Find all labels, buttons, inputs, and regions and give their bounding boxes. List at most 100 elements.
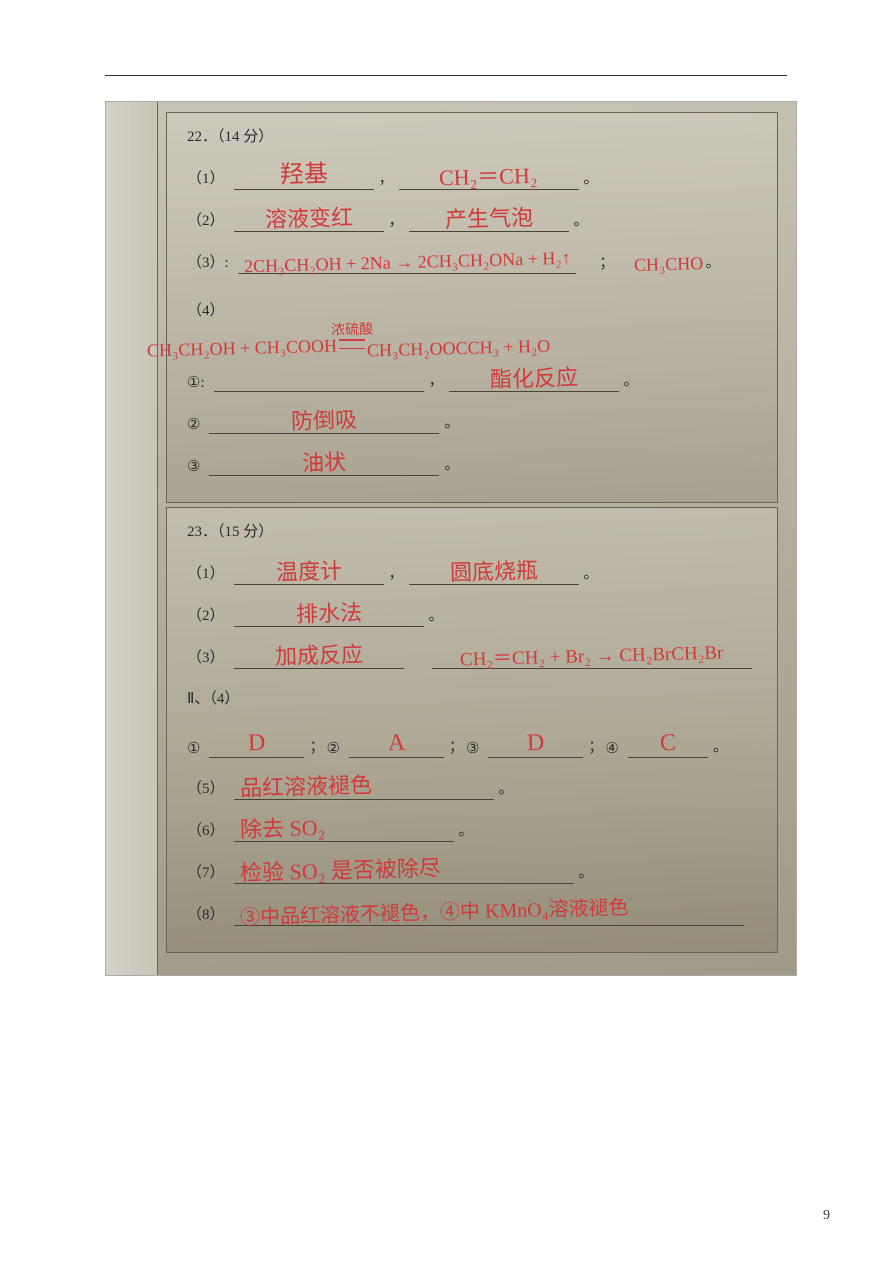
mc-c2: ② — [326, 739, 339, 758]
period: 。 — [582, 167, 601, 190]
q22-p3-label: （3）: — [187, 251, 229, 274]
period: 。 — [582, 562, 601, 585]
q22-p1-blank2: CH₂＝CH₂ — [399, 165, 579, 190]
q23-p8-blank: ③中品红溶液不褪色，④中 KMnO₄溶液褪色 — [234, 903, 744, 926]
reversible-arrow-icon — [337, 335, 367, 353]
q22-p4-eq-right: CH₃CH₂OOCCH₃ + H₂O — [367, 337, 551, 361]
answer-sheet: 22．（14 分） （1） 羟基 ， CH₂＝CH₂ 。 （2） 溶液变红 — [106, 102, 796, 975]
q22-part2: （2） 溶液变红 ， 产生气泡 。 — [187, 198, 757, 232]
q22-p1-ans2: CH₂＝CH₂ — [439, 164, 538, 190]
q23-p2-ans: 排水法 — [295, 601, 362, 626]
circ1-ans: 酯化反应 — [489, 366, 578, 391]
circ1-blank2: 酯化反应 — [449, 367, 619, 392]
mc-a3: D — [527, 731, 545, 757]
period: 。 — [572, 209, 591, 232]
q22-part1: （1） 羟基 ， CH₂＝CH₂ 。 — [187, 156, 757, 190]
period: 。 — [704, 251, 723, 274]
q22-p2-blank2: 产生气泡 — [409, 207, 569, 232]
q23-part5: （5） 品红溶液褪色 。 — [187, 766, 757, 800]
comma: ， — [387, 562, 406, 585]
circ3-ans: 油状 — [302, 450, 347, 474]
q23-p3-label: （3） — [187, 646, 225, 669]
q22-p4-equation: CH₃CH₂OH + CH₃COOH 浓硫酸 CH₃CH₂OOCCH₃ + H₂… — [147, 324, 757, 358]
q23-p5-ans: 品红溶液褪色 — [239, 773, 372, 800]
q23-p3-eq: CH₂＝CH₂ + Br₂ → CH₂BrCH₂Br — [460, 644, 724, 671]
mc-blank1: D — [209, 731, 304, 758]
q23-p6-label: （6） — [187, 819, 225, 842]
q23-part1: （1） 温度计 ， 圆底烧瓶 。 — [187, 551, 757, 585]
q22-p2-ans1: 溶液变红 — [264, 206, 353, 231]
q22-p2-label: （2） — [187, 209, 225, 232]
q23-p3-ans1: 加成反应 — [274, 643, 363, 668]
q23-header: 23．（15 分） — [187, 520, 757, 541]
circ2-ans: 防倒吸 — [291, 408, 358, 433]
period: 。 — [427, 604, 446, 627]
mc-a4: C — [660, 731, 677, 757]
q23-part7: （7） 检验 SO₂ 是否被除尽 。 — [187, 850, 757, 884]
eq-pre: 2CH₃CH₂OH + 2Na → 2CH₃CH₂ONa + — [243, 249, 537, 277]
period: 。 — [442, 453, 461, 476]
circ3-label: ③ — [187, 457, 200, 476]
q23-p8-ans: ③中品红溶液不褪色，④中 KMnO₄溶液褪色 — [239, 898, 628, 929]
q23-part6: （6） 除去 SO₂ 。 — [187, 808, 757, 842]
q23-p7-blank: 检验 SO₂ 是否被除尽 — [234, 859, 574, 884]
question-23-block: 23．（15 分） （1） 温度计 ， 圆底烧瓶 。 （2） 排水法 — [166, 507, 778, 953]
q23-mc-row: ① D ； ② A ； ③ D ； ④ — [187, 724, 757, 758]
period: 。 — [442, 411, 461, 434]
q22-p1-ans1: 羟基 — [279, 162, 328, 188]
q23-p2-blank: 排水法 — [234, 602, 424, 627]
q23-p2-label: （2） — [187, 604, 225, 627]
document-page: 22．（14 分） （1） 羟基 ， CH₂＝CH₂ 。 （2） 溶液变红 — [0, 0, 892, 1262]
q22-p3-sep: ； — [597, 251, 616, 274]
q23-p6-ans: 除去 SO₂ — [239, 816, 325, 841]
q22-p2-ans2: 产生气泡 — [444, 206, 533, 231]
left-margin-stub — [106, 102, 158, 975]
mc-blank4: C — [628, 731, 708, 758]
period: 。 — [577, 861, 596, 884]
page-number: 9 — [823, 1208, 830, 1224]
mc-a1: D — [248, 731, 266, 757]
period: 。 — [497, 777, 516, 800]
q22-p4-eq-left: CH₃CH₂OH + CH₃COOH — [147, 337, 337, 361]
q23-p3-blank1: 加成反应 — [234, 644, 404, 669]
mc-c3: ③ — [466, 739, 479, 758]
sep: ； — [447, 735, 466, 758]
comma: ， — [427, 369, 446, 392]
comma: ， — [387, 209, 406, 232]
q23-p6-blank: 除去 SO₂ — [234, 817, 454, 842]
circ1-label: ①: — [187, 373, 205, 392]
q23-p7-label: （7） — [187, 861, 225, 884]
worksheet-photo: 22．（14 分） （1） 羟基 ， CH₂＝CH₂ 。 （2） 溶液变红 — [105, 101, 797, 976]
q23-part3: （3） 加成反应 CH₂＝CH₂ + Br₂ → CH₂BrCH₂Br — [187, 635, 757, 669]
eq-post: H₂↑ — [542, 248, 571, 269]
q23-section2: Ⅱ、（4） — [187, 687, 757, 708]
circ1-blank1 — [214, 390, 424, 392]
q23-p1-ans1: 温度计 — [275, 559, 342, 584]
q22-p1-blank1: 羟基 — [234, 163, 374, 190]
q23-part8: （8） ③中品红溶液不褪色，④中 KMnO₄溶液褪色 — [187, 892, 757, 926]
mc-blank3: D — [488, 731, 583, 758]
period: 。 — [457, 819, 476, 842]
sep: ； — [586, 735, 605, 758]
q23-p7-ans: 检验 SO₂ 是否被除尽 — [239, 856, 440, 884]
mc-c1: ① — [187, 739, 200, 758]
question-22-block: 22．（14 分） （1） 羟基 ， CH₂＝CH₂ 。 （2） 溶液变红 — [166, 112, 778, 503]
circ2-label: ② — [187, 415, 200, 434]
q23-p1-blank2: 圆底烧瓶 — [409, 560, 579, 585]
period: 。 — [711, 735, 730, 758]
q22-p3-blank: 2CH₃CH₂OH + 2Na → 2CH₃CH₂ONa + H₂↑ — [238, 253, 577, 274]
q22-p4-circ3: ③ 油状 。 — [187, 442, 757, 476]
circ3-blank: 油状 — [209, 451, 439, 476]
top-rule — [105, 75, 787, 76]
q22-p4-circ1: ①: ， 酯化反应 。 — [187, 358, 757, 392]
q23-p1-ans2: 圆底烧瓶 — [449, 559, 538, 584]
q23-p8-label: （8） — [187, 903, 225, 926]
q23-p3-blank2: CH₂＝CH₂ + Br₂ → CH₂BrCH₂Br — [432, 647, 752, 669]
q22-header: 22．（14 分） — [187, 125, 757, 146]
sep: ； — [307, 735, 326, 758]
reaction-arrow: 浓硫酸 — [337, 335, 367, 358]
comma: ， — [377, 167, 396, 190]
q22-p3-right: CH₃CHO — [634, 254, 704, 275]
q23-p1-blank1: 温度计 — [234, 560, 384, 585]
q22-p4-label: （4） — [187, 299, 225, 322]
